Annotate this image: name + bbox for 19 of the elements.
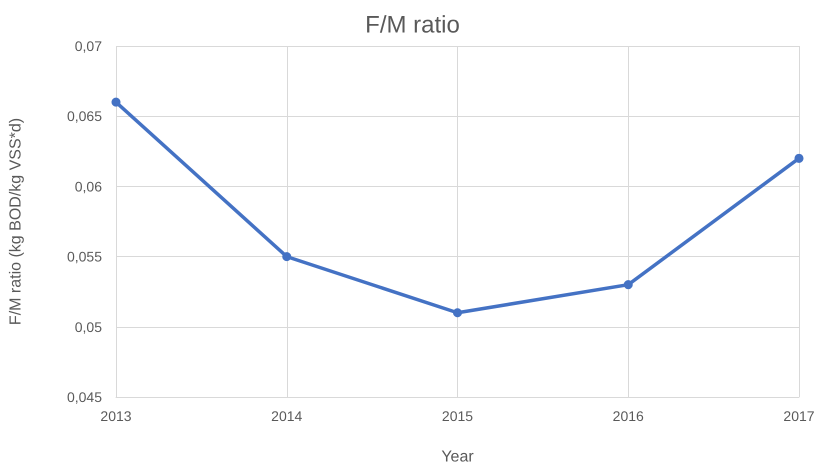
- point: [112, 98, 120, 107]
- point: [282, 252, 292, 262]
- point: [453, 308, 462, 318]
- y-tick-label: 0,055: [66, 248, 102, 265]
- x-tick-label: 2013: [100, 408, 132, 424]
- y-axis-title: F/M ratio (kg BOD/kg VSS*d): [8, 118, 24, 326]
- x-tick-label: 2016: [612, 408, 644, 424]
- y-tick-label: 0,05: [74, 318, 102, 335]
- y-tick-label: 0,065: [66, 108, 102, 124]
- y-tick-label: 0,06: [74, 178, 102, 194]
- x-tick-label: 2014: [271, 408, 303, 424]
- point: [624, 280, 633, 290]
- y-tick-label: 0,07: [74, 38, 102, 54]
- chart-title: F/M ratio: [365, 12, 460, 38]
- x-tick-label: 2015: [442, 408, 474, 424]
- point: [794, 154, 804, 163]
- x-axis-title: Year: [441, 448, 474, 466]
- y-tick-label: 0,045: [66, 389, 102, 405]
- x-tick-label: 2017: [783, 408, 815, 424]
